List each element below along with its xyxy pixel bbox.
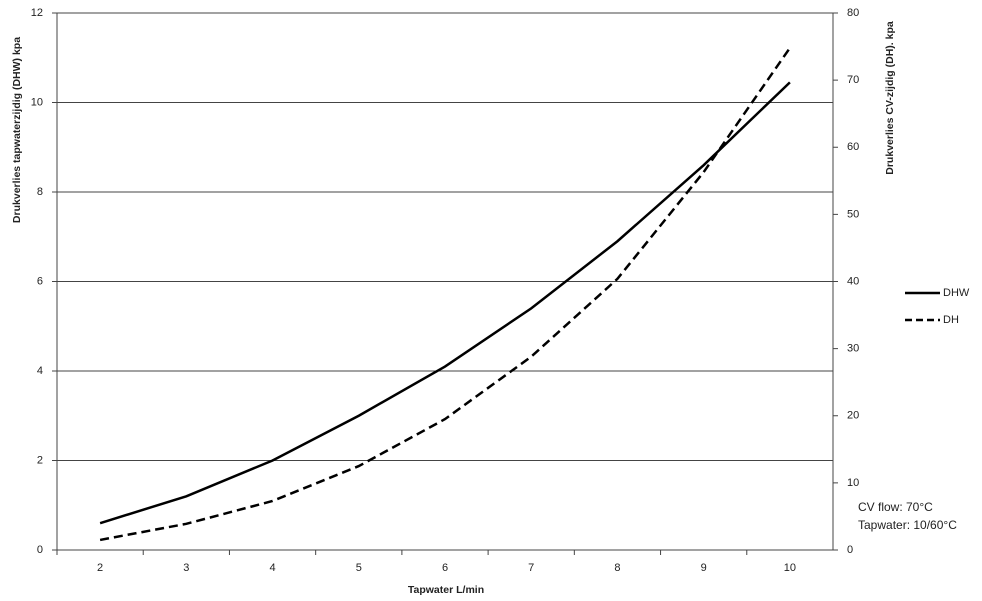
annotation: CV flow: 70°C <box>858 500 933 514</box>
y2-tick-label: 40 <box>847 275 859 287</box>
data-line <box>99 81 791 525</box>
y-tick-label: 6 <box>37 275 43 287</box>
x-tick-label: 6 <box>442 562 448 574</box>
y-tick-label: 10 <box>31 96 43 108</box>
y-tick-label: 12 <box>31 7 43 19</box>
y2-tick-label: 20 <box>847 410 859 422</box>
y2-tick-label: 0 <box>847 544 853 556</box>
data-line <box>99 47 791 542</box>
x-axis-title: Tapwater L/min <box>408 584 484 596</box>
y2-tick-label: 50 <box>847 208 859 220</box>
x-tick-label: 4 <box>269 562 275 574</box>
x-tick-label: 5 <box>356 562 362 574</box>
y-tick-label: 8 <box>37 186 43 198</box>
x-tick-label: 9 <box>701 562 707 574</box>
y-tick-label: 4 <box>37 365 43 377</box>
x-tick-label: 8 <box>614 562 620 574</box>
y-axis-title: Drukverlies tapwaterzijdig (DHW) kpa <box>11 37 23 223</box>
legend-label: DHW <box>943 287 970 299</box>
y2-tick-label: 30 <box>847 343 859 355</box>
annotation: Tapwater: 10/60°C <box>858 518 957 532</box>
y2-tick-label: 10 <box>847 477 859 489</box>
y2-tick-label: 80 <box>847 7 859 19</box>
y-tick-label: 0 <box>37 544 43 556</box>
y-tick-label: 2 <box>37 454 43 466</box>
x-tick-label: 7 <box>528 562 534 574</box>
x-tick-label: 3 <box>183 562 189 574</box>
y2-tick-label: 70 <box>847 74 859 86</box>
x-tick-label: 10 <box>784 562 796 574</box>
y2-tick-label: 60 <box>847 141 859 153</box>
x-tick-label: 2 <box>97 562 103 574</box>
y2-axis-title: Drukverlies CV-zijdig (DH). kpa <box>884 21 896 175</box>
legend-label: DH <box>943 314 959 326</box>
